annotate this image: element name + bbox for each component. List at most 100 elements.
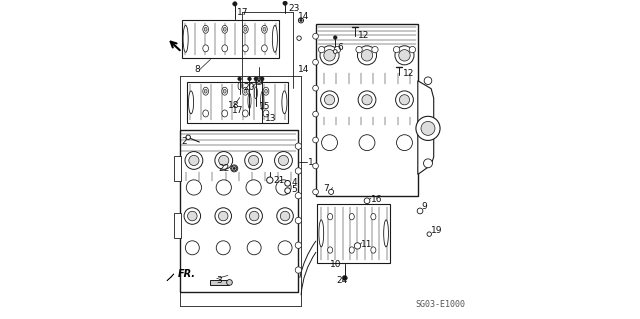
Circle shape: [321, 135, 337, 151]
Circle shape: [355, 243, 361, 249]
Text: 7: 7: [323, 184, 329, 193]
Ellipse shape: [243, 110, 248, 117]
Ellipse shape: [243, 25, 248, 33]
Ellipse shape: [282, 91, 287, 114]
Circle shape: [359, 135, 375, 151]
Circle shape: [232, 166, 237, 171]
Circle shape: [233, 167, 236, 170]
Circle shape: [421, 122, 435, 135]
Circle shape: [295, 143, 301, 149]
Ellipse shape: [263, 27, 266, 31]
Ellipse shape: [349, 213, 355, 220]
Text: 20: 20: [243, 83, 255, 92]
Ellipse shape: [227, 279, 232, 285]
Circle shape: [313, 33, 319, 39]
Ellipse shape: [222, 25, 228, 33]
Circle shape: [257, 78, 262, 83]
Circle shape: [186, 135, 191, 139]
Circle shape: [372, 47, 378, 53]
Circle shape: [364, 198, 370, 204]
Circle shape: [358, 46, 376, 65]
Ellipse shape: [244, 89, 247, 93]
Ellipse shape: [262, 25, 268, 33]
Ellipse shape: [328, 213, 333, 220]
Text: 22: 22: [218, 164, 230, 173]
Circle shape: [295, 267, 301, 273]
Circle shape: [295, 217, 301, 224]
Ellipse shape: [243, 45, 248, 52]
Ellipse shape: [222, 87, 228, 95]
Ellipse shape: [203, 45, 209, 52]
Circle shape: [295, 193, 301, 199]
Circle shape: [300, 19, 302, 22]
Ellipse shape: [263, 87, 269, 95]
Circle shape: [244, 152, 262, 169]
Circle shape: [280, 211, 290, 221]
Circle shape: [248, 155, 259, 166]
Circle shape: [285, 181, 291, 186]
Circle shape: [185, 152, 203, 169]
Circle shape: [278, 155, 289, 166]
Circle shape: [334, 47, 340, 53]
Circle shape: [295, 168, 301, 174]
Polygon shape: [188, 82, 288, 123]
Ellipse shape: [262, 45, 268, 52]
Circle shape: [267, 177, 273, 183]
Circle shape: [184, 208, 200, 224]
Circle shape: [362, 50, 372, 61]
Text: 15: 15: [259, 102, 271, 111]
Circle shape: [237, 77, 241, 81]
Circle shape: [362, 95, 372, 105]
Text: 12: 12: [403, 69, 415, 78]
Circle shape: [258, 79, 260, 82]
Polygon shape: [316, 24, 418, 196]
Ellipse shape: [189, 91, 193, 114]
Circle shape: [313, 85, 319, 91]
Circle shape: [250, 211, 259, 221]
Circle shape: [396, 91, 413, 109]
Circle shape: [394, 47, 400, 53]
Circle shape: [219, 155, 229, 166]
Text: 2: 2: [181, 137, 186, 145]
Text: 4: 4: [291, 178, 297, 187]
Text: 24: 24: [336, 276, 348, 285]
Text: 3: 3: [216, 276, 221, 285]
Text: SG03-E1000: SG03-E1000: [415, 300, 465, 309]
Polygon shape: [317, 204, 390, 263]
Text: 18: 18: [228, 101, 239, 110]
Ellipse shape: [204, 27, 207, 31]
Circle shape: [424, 77, 432, 85]
Circle shape: [189, 155, 199, 166]
Circle shape: [313, 59, 319, 65]
Text: 8: 8: [195, 65, 200, 74]
Circle shape: [313, 163, 319, 169]
Text: 6: 6: [337, 43, 343, 52]
Circle shape: [233, 2, 237, 6]
Ellipse shape: [244, 27, 247, 31]
Circle shape: [356, 47, 362, 53]
Circle shape: [278, 241, 292, 255]
Circle shape: [298, 18, 303, 23]
Text: 21: 21: [273, 176, 284, 185]
Circle shape: [313, 111, 319, 117]
Ellipse shape: [263, 110, 269, 117]
Polygon shape: [167, 274, 174, 281]
Circle shape: [247, 241, 261, 255]
Circle shape: [216, 241, 230, 255]
Circle shape: [427, 232, 431, 236]
Ellipse shape: [203, 110, 209, 117]
Circle shape: [324, 95, 335, 105]
Circle shape: [248, 77, 252, 81]
Circle shape: [324, 50, 335, 61]
Circle shape: [246, 180, 261, 195]
Ellipse shape: [222, 110, 228, 117]
Text: 14: 14: [298, 65, 310, 74]
Circle shape: [218, 211, 228, 221]
Text: 12: 12: [358, 31, 369, 40]
Text: 1: 1: [308, 158, 314, 167]
Ellipse shape: [319, 220, 324, 247]
Circle shape: [283, 1, 287, 5]
Circle shape: [395, 46, 414, 65]
Circle shape: [275, 152, 292, 169]
Text: 11: 11: [362, 240, 372, 249]
